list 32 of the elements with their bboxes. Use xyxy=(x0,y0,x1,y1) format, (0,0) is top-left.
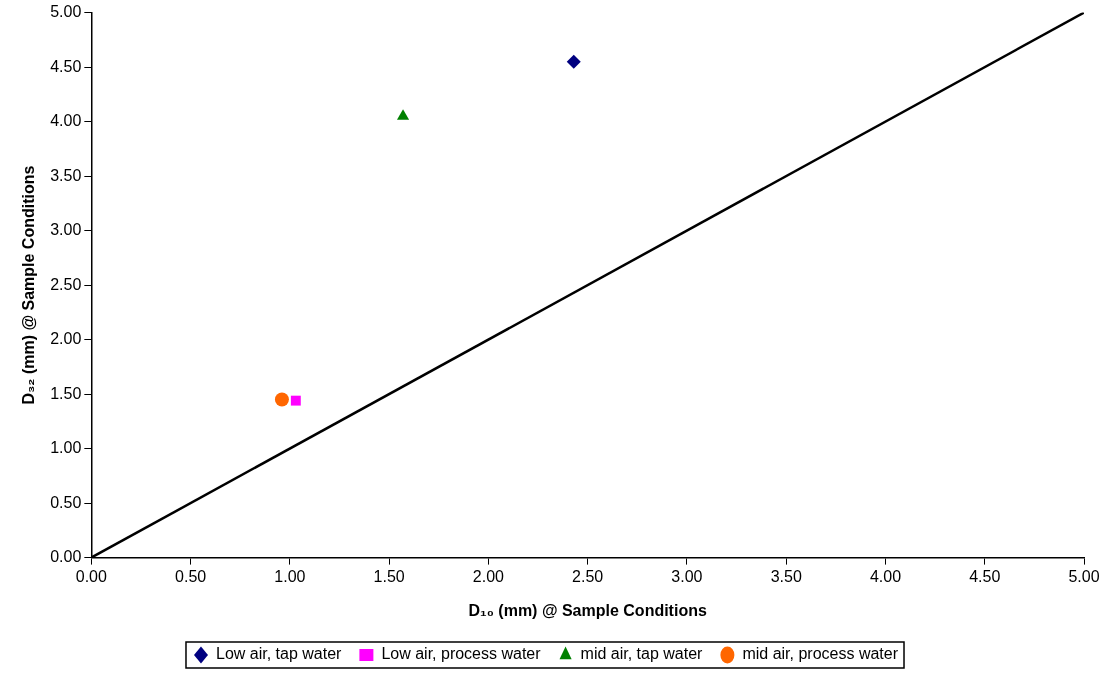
y-tick-label: 4.50 xyxy=(50,57,82,75)
y-tick-label: 0.00 xyxy=(50,548,82,566)
y-tick-label: 5.00 xyxy=(50,3,82,21)
legend-label: mid air, process water xyxy=(742,645,899,663)
y-tick-label: 1.00 xyxy=(50,439,82,457)
legend-label: Low air, process water xyxy=(381,645,542,663)
x-tick-label: 3.50 xyxy=(770,567,802,585)
x-tick-label: 2.50 xyxy=(572,567,604,585)
x-tick-label: 4.50 xyxy=(969,567,1001,585)
legend-label: Low air, tap water xyxy=(215,645,343,663)
x-tick-label: 1.00 xyxy=(274,567,306,585)
x-tick-label: 0.50 xyxy=(175,567,207,585)
y-tick-label: 2.00 xyxy=(50,330,82,348)
x-tick-label: 2.00 xyxy=(472,567,505,585)
x-tick-label: 5.00 xyxy=(1068,567,1100,585)
point xyxy=(566,54,581,69)
y-tick-label: 0.50 xyxy=(50,493,82,511)
legend-label: mid air, tap water xyxy=(580,645,704,663)
x-tick-label: 3.00 xyxy=(671,567,703,585)
point xyxy=(396,109,410,120)
y-axis-title: D₃₂ (mm) @ Sample Conditions xyxy=(20,165,38,405)
y-tick-label: 4.00 xyxy=(50,112,82,130)
point xyxy=(274,392,289,407)
y-tick-label: 2.50 xyxy=(50,275,82,293)
y-tick-label: 3.50 xyxy=(50,166,82,184)
x-tick-label: 0.00 xyxy=(75,567,108,585)
x-tick-label: 4.00 xyxy=(869,567,902,585)
y-tick-label: 3.00 xyxy=(50,221,82,239)
point xyxy=(290,395,301,406)
x-axis-title: D₁₀ (mm) @ Sample Conditions xyxy=(468,601,707,619)
y-tick-label: 1.50 xyxy=(50,384,82,402)
x-tick-label: 1.50 xyxy=(373,567,405,585)
